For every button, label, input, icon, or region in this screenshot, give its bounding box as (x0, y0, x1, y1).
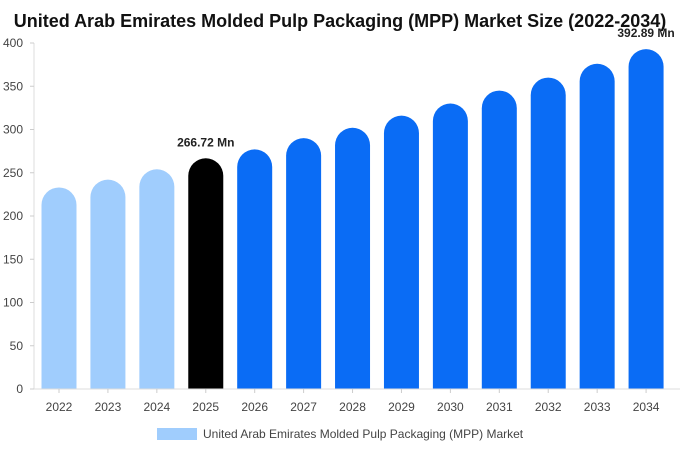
bar-2026 (237, 149, 273, 389)
legend-swatch (157, 428, 197, 440)
bar-2034 (628, 49, 664, 390)
y-tick-label: 400 (3, 36, 23, 50)
x-tick-label: 2022 (46, 400, 73, 414)
bar-2032 (530, 77, 566, 389)
chart-title: United Arab Emirates Molded Pulp Packagi… (14, 11, 667, 31)
bar-2025 (188, 158, 224, 389)
bar-2022 (41, 187, 77, 389)
y-tick-label: 0 (16, 382, 23, 396)
bars (41, 49, 664, 390)
y-tick-label: 200 (3, 209, 23, 223)
x-tick-label: 2024 (143, 400, 170, 414)
x-tick-label: 2033 (584, 400, 611, 414)
y-axis: 0 50 100 150 200 250 300 350 400 (3, 36, 35, 396)
bar-2027 (286, 138, 322, 389)
bar-2029 (383, 115, 419, 389)
y-tick-label: 100 (3, 296, 23, 310)
x-tick-label: 2028 (339, 400, 366, 414)
y-tick-label: 250 (3, 166, 23, 180)
y-tick-label: 350 (3, 79, 23, 93)
x-tick-label: 2026 (241, 400, 268, 414)
bar-2024 (139, 169, 175, 389)
x-axis: 2022 2023 2024 2025 2026 2027 2028 2029 2030 2031… (34, 388, 680, 414)
bar-2031 (481, 90, 517, 389)
x-tick-label: 2034 (633, 400, 660, 414)
annotations: 266.72 Mn 392.89 Mn (177, 26, 675, 149)
x-tick-label: 2032 (535, 400, 562, 414)
bar-2033 (579, 63, 615, 389)
x-tick-label: 2030 (437, 400, 464, 414)
x-tick-label: 2027 (290, 400, 317, 414)
x-tick-label: 2023 (95, 400, 122, 414)
x-tick-label: 2029 (388, 400, 415, 414)
value-label: 266.72 Mn (177, 135, 234, 149)
value-label: 392.89 Mn (617, 26, 674, 40)
bar-2028 (335, 127, 371, 390)
y-tick-label: 150 (3, 252, 23, 266)
bar-2023 (90, 179, 126, 389)
y-tick-label: 50 (10, 339, 24, 353)
legend: United Arab Emirates Molded Pulp Packagi… (157, 427, 524, 441)
y-tick-label: 300 (3, 123, 23, 137)
bar-2030 (432, 103, 468, 390)
x-tick-label: 2031 (486, 400, 513, 414)
legend-label: United Arab Emirates Molded Pulp Packagi… (203, 427, 524, 441)
x-tick-label: 2025 (192, 400, 219, 414)
